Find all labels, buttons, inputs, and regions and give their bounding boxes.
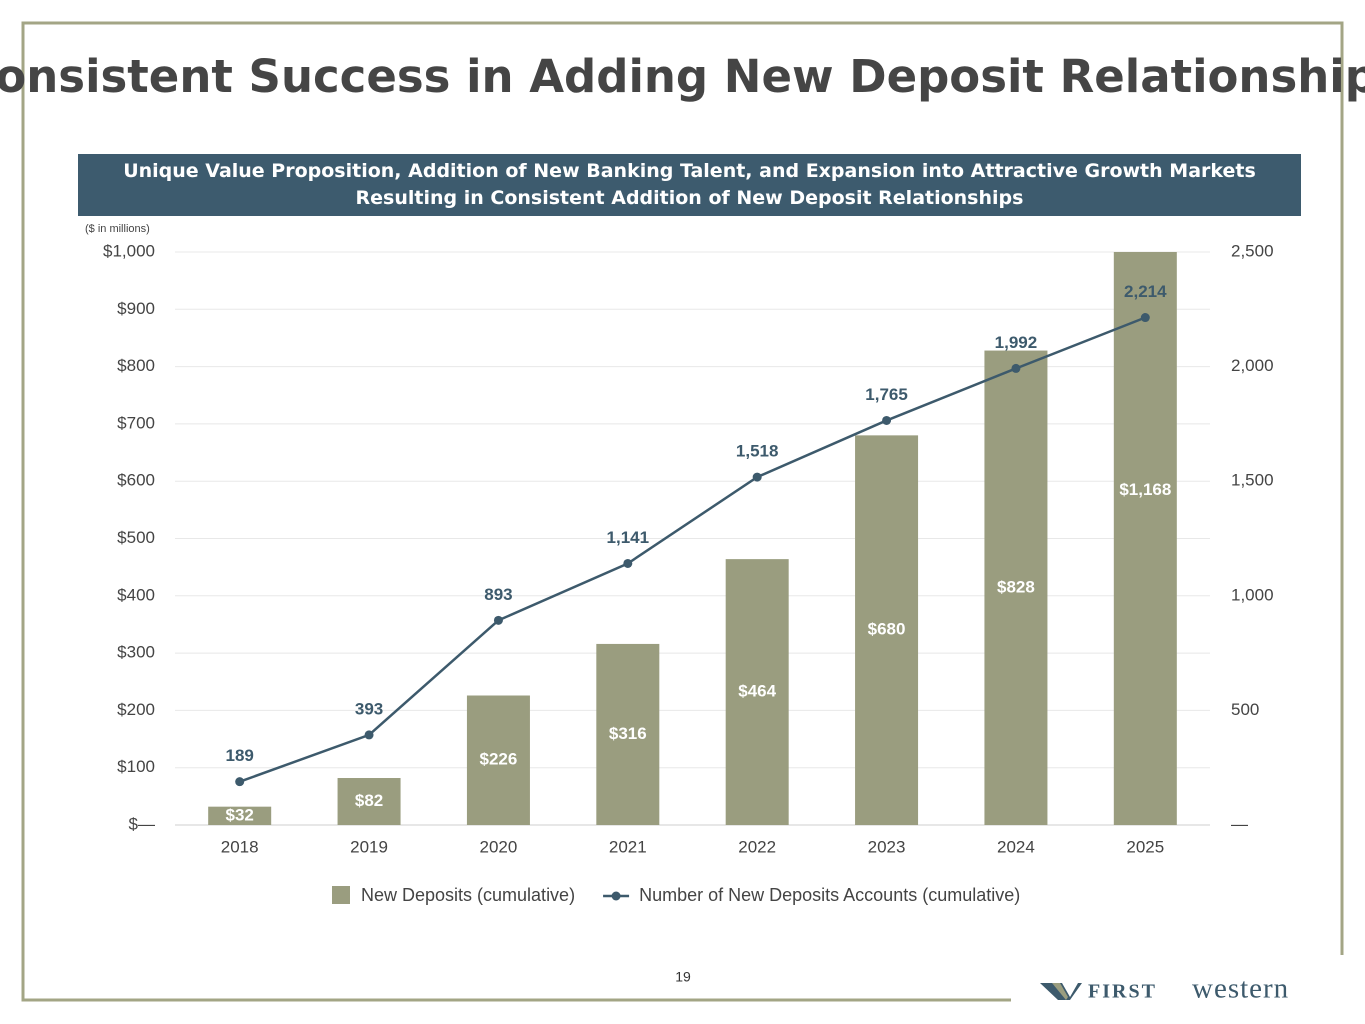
- bar: [1113, 252, 1177, 825]
- subtitle-banner: Unique Value Proposition, Addition of Ne…: [78, 154, 1301, 216]
- line-point: [364, 730, 374, 740]
- line-point: [235, 777, 245, 787]
- bar: [466, 695, 530, 825]
- x-tick-label: 2020: [480, 837, 518, 856]
- logo-text: FIRST: [1088, 981, 1157, 1003]
- bar-value-label: $680: [868, 620, 906, 639]
- legend-swatch: [332, 886, 350, 904]
- bar-value-label: $1,168: [1119, 480, 1171, 499]
- y2-tick-label: 500: [1231, 700, 1259, 719]
- bar: [208, 806, 272, 825]
- line-value-label: 1,518: [736, 442, 779, 461]
- y-tick-label: $300: [117, 643, 155, 662]
- bar-value-label: $32: [226, 805, 254, 824]
- bar-value-label: $82: [355, 791, 383, 810]
- bar: [337, 778, 401, 825]
- y-tick-label: $700: [117, 413, 155, 432]
- frame: [21, 21, 1344, 1002]
- y2-tick-label: 2,500: [1231, 241, 1274, 260]
- line-point: [623, 558, 633, 568]
- bar-value-label: $464: [738, 682, 776, 701]
- bar-value-label: $828: [997, 577, 1035, 596]
- bar: [725, 559, 789, 825]
- x-tick-label: 2022: [738, 837, 776, 856]
- bar: [855, 435, 919, 825]
- line-value-label: 1,765: [865, 385, 908, 404]
- y2-tick-label: 1,000: [1231, 585, 1274, 604]
- line-point: [882, 415, 892, 425]
- x-tick-label: 2021: [609, 837, 647, 856]
- line-value-label: 393: [355, 699, 383, 718]
- y-tick-label: $500: [117, 528, 155, 547]
- frame-border: [21, 21, 1344, 1002]
- y-tick-label: $—: [129, 814, 155, 833]
- x-tick-label: 2019: [350, 837, 388, 856]
- line: [239, 316, 1146, 783]
- y2-tick-label: 1,500: [1231, 471, 1274, 490]
- y-tick-label: $800: [117, 356, 155, 375]
- x-tick-label: 2023: [868, 837, 906, 856]
- y-tick-label: $200: [117, 700, 155, 719]
- x-tick-label: 2018: [221, 837, 259, 856]
- line-value-label: 893: [484, 585, 512, 604]
- line-value-label: 2,214: [1124, 282, 1167, 301]
- bar-value-label: $316: [609, 724, 647, 743]
- page-number: 19: [675, 969, 691, 985]
- x-tick-label: 2024: [997, 837, 1035, 856]
- y2-tick-label: —: [1231, 814, 1248, 833]
- bar-value-label: $226: [480, 750, 518, 769]
- x-tick-label: 2025: [1126, 837, 1164, 856]
- line-point: [1140, 313, 1150, 323]
- y-tick-label: $1,000: [103, 241, 155, 260]
- logo-text: western: [1192, 973, 1289, 1005]
- y-tick-label: $600: [117, 471, 155, 490]
- y-axis-label: ($ in millions): [85, 223, 150, 235]
- y-tick-label: $100: [117, 757, 155, 776]
- bar-group: [208, 252, 1177, 825]
- y2-tick-label: 2,000: [1231, 356, 1274, 375]
- line-value-label: 189: [226, 746, 254, 765]
- legend-label: Number of New Deposits Accounts (cumulat…: [639, 885, 1020, 905]
- logo: FIRST western: [1040, 973, 1289, 1005]
- legend-label: New Deposits (cumulative): [361, 885, 575, 905]
- bar: [984, 350, 1048, 825]
- y-tick-label: $900: [117, 299, 155, 318]
- line-value-label: 1,992: [995, 333, 1038, 352]
- line-value-label: 1,141: [607, 528, 650, 547]
- chart-title: Consistent Success in Adding New Deposit…: [0, 50, 1365, 103]
- y-tick-label: $400: [117, 585, 155, 604]
- logo-icon: [1052, 983, 1068, 1000]
- line-point: [493, 615, 503, 625]
- legend: New Deposits (cumulative) Number of New D…: [332, 885, 1020, 905]
- line-point: [1011, 363, 1021, 373]
- marks: $32 $82 $226 $316 $464 $680 $828 $1,168 189 393 89…: [208, 252, 1177, 825]
- line-point: [752, 472, 762, 482]
- grid: $— $100 $200 $300 $400 $500 $600 $700 $800 $900 $1…: [103, 241, 1274, 856]
- legend-swatch: [611, 891, 621, 901]
- bar: [596, 643, 660, 825]
